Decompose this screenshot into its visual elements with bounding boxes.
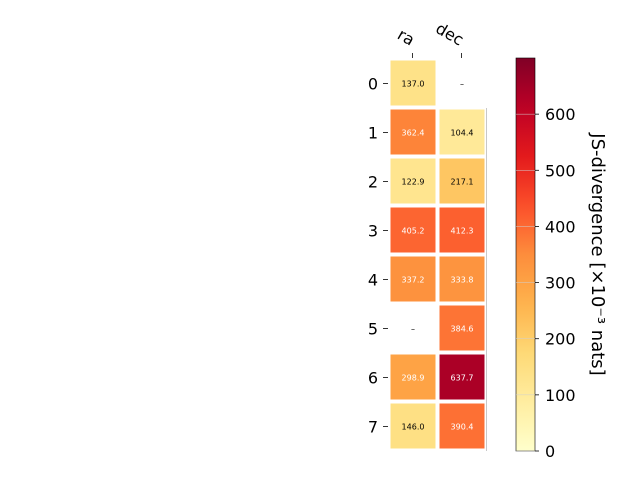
cell-value-label: – [460,80,464,89]
cell-value-label: 637.7 [451,374,474,383]
column-tick-label: dec [433,19,467,50]
row-tick-label: 2 [368,173,378,192]
heatmap-cell [438,402,486,450]
cell-value-label: 146.0 [402,423,425,432]
row-tick-label: 7 [368,418,378,437]
row-tick-label: 6 [368,369,378,388]
row-tick-label: 3 [368,222,378,241]
colorbar-tick-label: 500 [545,161,576,180]
cell-value-label: 298.9 [402,374,425,383]
cell-value-label: 362.4 [402,129,425,138]
cell-value-label: 405.2 [402,227,425,236]
colorbar-tick-label: 400 [545,217,576,236]
heatmap-cell [389,59,437,107]
cell-value-label: 122.9 [402,178,425,187]
heatmap-cell [389,402,437,450]
cell-value-label: 217.1 [451,178,474,187]
heatmap-cell [389,255,437,303]
heatmap-cell [438,206,486,254]
row-tick-label: 1 [368,124,378,143]
heatmap-cell [438,157,486,205]
cell-value-label: 412.3 [451,227,474,236]
cell-value-label: 384.6 [451,325,474,334]
heatmap-cell [438,353,486,401]
heatmap-cell [438,108,486,156]
cell-value-label: – [411,325,415,334]
heatmap-cell [389,108,437,156]
row-tick-label: 0 [368,75,378,94]
colorbar-label: JS-divergence [×10⁻³ nats] [587,132,608,375]
colorbar-tick-label: 100 [545,386,576,405]
colorbar [515,57,536,452]
cell-value-label: 333.8 [451,276,474,285]
colorbar-tick-label: 600 [545,105,576,124]
heatmap-cell [389,353,437,401]
cell-value-label: 137.0 [402,80,425,89]
heatmap-cell [389,206,437,254]
heatmap-cell [438,304,486,352]
heatmap-cell [389,157,437,205]
colorbar-tick-label: 200 [545,330,576,349]
column-tick-label: ra [394,25,418,50]
colorbar-tick-label: 300 [545,274,576,293]
cell-value-label: 390.4 [451,423,474,432]
cell-value-label: 337.2 [402,276,425,285]
cell-value-label: 104.4 [451,129,474,138]
row-tick-label: 5 [368,320,378,339]
row-tick-label: 4 [368,271,378,290]
colorbar-tick-label: 0 [545,442,555,461]
heatmap-cell [438,255,486,303]
